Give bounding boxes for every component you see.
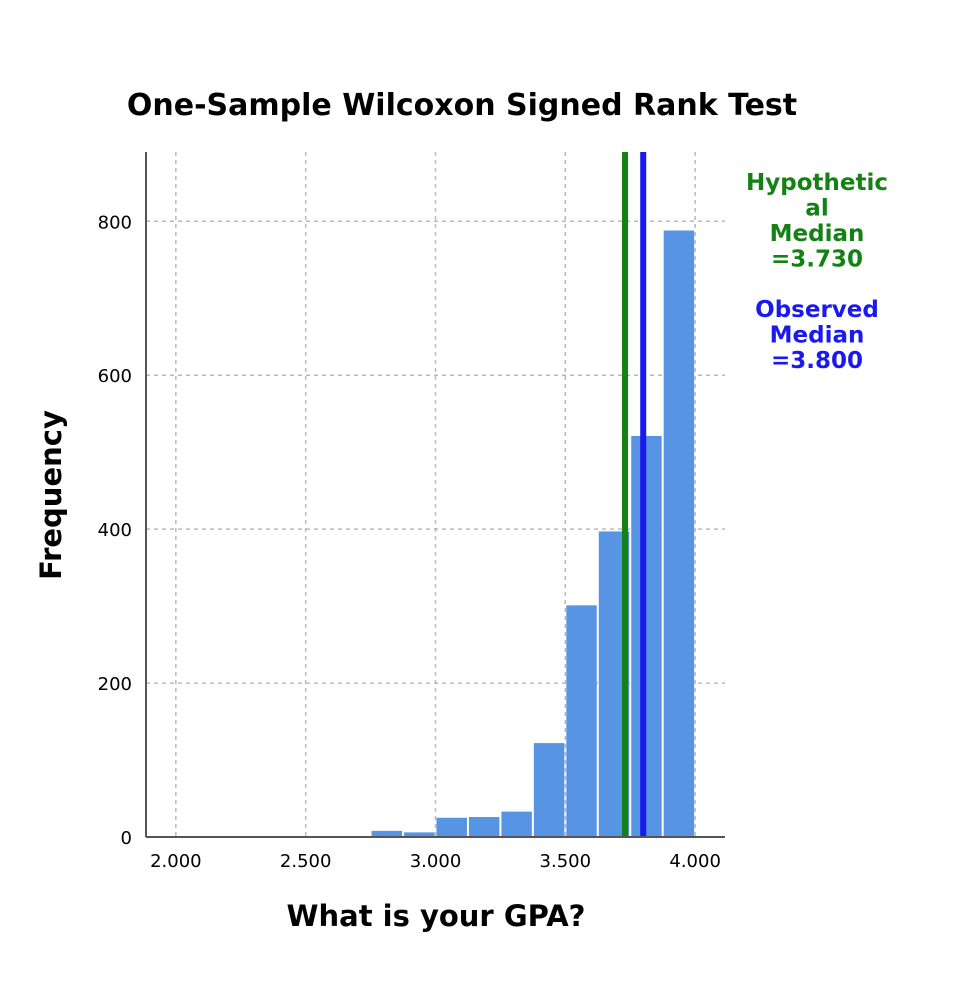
legend-label-line: Observed (755, 297, 879, 323)
histogram-bar (371, 830, 403, 837)
x-tick-label: 2.000 (150, 851, 202, 872)
axes-layer (145, 152, 725, 838)
legend-label-line: al (805, 196, 828, 222)
y-tick-label: 200 (98, 674, 132, 695)
legend-label-line: Median (770, 221, 865, 247)
histogram-bar (533, 743, 565, 837)
histogram-bar (663, 230, 695, 837)
histogram-bar (404, 832, 435, 837)
histogram-bar (501, 811, 532, 837)
legend-label-line: Hypothetic (746, 170, 888, 196)
x-tick-label: 3.500 (540, 851, 592, 872)
x-tick-label: 3.000 (410, 851, 462, 872)
y-tick-label: 800 (98, 212, 132, 233)
histogram-bar (468, 816, 500, 837)
histogram-bar (631, 436, 662, 837)
legend-label-line: Median (770, 323, 865, 349)
x-tick-label: 2.500 (280, 851, 332, 872)
x-tick-label: 4.000 (669, 851, 721, 872)
chart-title: One-Sample Wilcoxon Signed Rank Test (127, 88, 797, 123)
y-tick-label: 600 (98, 366, 132, 387)
legend-layer: HypotheticalMedian=3.730ObservedMedian=3… (746, 170, 888, 374)
tick-labels-layer: 2.000 2.500 3.000 3.500 4.000 0 200 400 600 800 (98, 212, 721, 872)
histogram-bar (566, 605, 597, 837)
y-tick-label: 0 (121, 828, 132, 849)
histogram-bar (436, 817, 467, 837)
legend-label-line: =3.800 (771, 348, 863, 374)
y-axis-title: Frequency (34, 410, 68, 580)
grid-layer (146, 152, 725, 837)
reference-lines-layer (622, 152, 647, 837)
x-axis-title: What is your GPA? (287, 899, 586, 933)
legend-label-line: =3.730 (771, 247, 863, 273)
y-tick-label: 400 (98, 520, 132, 541)
